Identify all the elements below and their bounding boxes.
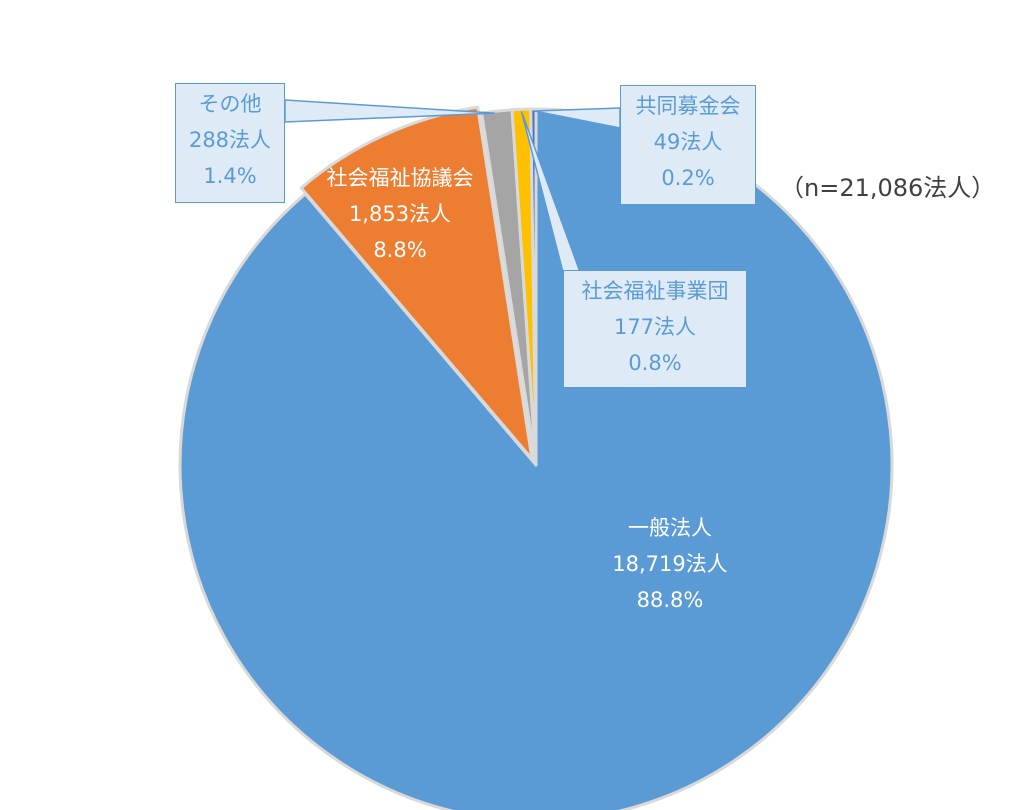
callout-other: その他 288法人 1.4%: [175, 83, 285, 203]
slice-count: 49法人: [653, 130, 723, 154]
slice-label-ippan: 一般法人 18,719法人 88.8%: [560, 510, 780, 618]
leader-other: [284, 99, 495, 123]
slice-name: 社会福祉協議会: [326, 166, 474, 190]
pie-slices: [178, 105, 894, 810]
sample-size-note: （n=21,086法人）: [780, 174, 996, 202]
slice-count: 18,719法人: [612, 552, 728, 576]
slice-percent: 8.8%: [373, 238, 427, 262]
slice-count: 177法人: [613, 315, 697, 339]
slice-count: 288法人: [188, 128, 272, 152]
slice-name: 共同募金会: [635, 94, 741, 118]
slice-percent: 1.4%: [203, 164, 257, 188]
callout-jigyodan: 社会福祉事業団 177法人 0.8%: [563, 270, 747, 388]
slice-percent: 0.2%: [661, 166, 715, 190]
slice-name: 社会福祉事業団: [581, 279, 729, 303]
slice-label-shakyo: 社会福祉協議会 1,853法人 8.8%: [305, 160, 495, 268]
slice-percent: 88.8%: [636, 588, 704, 612]
pie-slice-kyodo: [529, 107, 538, 467]
pie-slice-shakyo: [299, 105, 534, 461]
slice-name: その他: [198, 92, 262, 116]
slice-name: 一般法人: [628, 516, 712, 540]
slice-percent: 0.8%: [628, 351, 682, 375]
slice-count: 1,853法人: [348, 202, 452, 226]
callout-kyodo: 共同募金会 49法人 0.2%: [620, 85, 756, 205]
